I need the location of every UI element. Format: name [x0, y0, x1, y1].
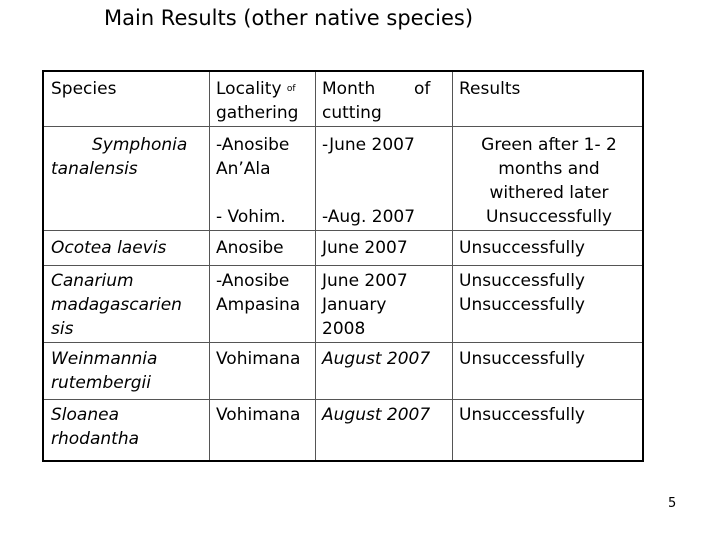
table-row-1-month: -June 2007	[322, 135, 415, 155]
table-row-1-locality-line2: An’Ala	[216, 159, 271, 179]
table-row-2-result: Unsuccessfully	[459, 238, 585, 258]
table-row-2-month: June 2007	[322, 238, 408, 258]
table-row-1-species: Symphonia	[92, 135, 188, 155]
table-row-1-result-line2: months and	[498, 159, 600, 179]
header-results: Results	[459, 79, 521, 99]
table-row-1-result-line4: Unsuccessfully	[486, 207, 612, 227]
table-row-4-species: Weinmannia	[51, 349, 158, 369]
table-row-2-species: Ocotea laevis	[51, 238, 167, 258]
row-divider	[44, 126, 642, 127]
column-divider	[209, 72, 210, 460]
table-row-3-locality-line2: Ampasina	[216, 295, 301, 315]
table-row-4-locality: Vohimana	[216, 349, 301, 369]
table-row-3-result: Unsuccessfully	[459, 271, 585, 291]
table-row-3-species: Canarium	[51, 271, 134, 291]
table-row-4-month: August 2007	[322, 349, 431, 369]
slide-title: Main Results (other native species)	[104, 6, 474, 30]
header-locality: Locality of	[216, 79, 296, 99]
row-divider	[44, 265, 642, 266]
row-divider	[44, 342, 642, 343]
column-divider	[452, 72, 453, 460]
header-month-of: of	[414, 79, 431, 99]
header-month: Month	[322, 79, 376, 99]
table-row-1-month-line2: -Aug. 2007	[322, 207, 416, 227]
table-row-5-species-line2: rhodantha	[51, 429, 140, 449]
results-table: Species Locality of gathering Month of c…	[42, 70, 644, 462]
table-row-3-month-line3: 2008	[322, 319, 366, 339]
table-row-3-result-line2: Unsuccessfully	[459, 295, 585, 315]
table-row-1-locality-line3: - Vohim.	[216, 207, 286, 227]
table-row-3-month-line2: January	[322, 295, 387, 315]
column-divider	[315, 72, 316, 460]
table-row-1-result-line3: withered later	[489, 183, 609, 203]
table-row-4-result: Unsuccessfully	[459, 349, 585, 369]
row-divider	[44, 230, 642, 231]
header-species: Species	[51, 79, 117, 99]
table-row-4-species-line2: rutembergii	[51, 373, 151, 393]
table-row-3-month: June 2007	[322, 271, 408, 291]
table-row-5-locality: Vohimana	[216, 405, 301, 425]
header-month-line2: cutting	[322, 103, 382, 123]
table-row-2-locality: Anosibe	[216, 238, 284, 258]
row-divider	[44, 399, 642, 400]
table-row-1-locality: -Anosibe	[216, 135, 290, 155]
table-row-3-species-line2: madagascarien	[51, 295, 182, 315]
table-row-3-locality: -Anosibe	[216, 271, 290, 291]
table-row-5-result: Unsuccessfully	[459, 405, 585, 425]
table-row-5-species: Sloanea	[51, 405, 119, 425]
table-row-1-result: Green after 1- 2	[481, 135, 617, 155]
table-row-5-month: August 2007	[322, 405, 431, 425]
header-locality-line2: gathering	[216, 103, 299, 123]
page-number: 5	[668, 496, 677, 511]
table-row-1-species-line2: tanalensis	[51, 159, 138, 179]
table-row-3-species-line3: sis	[51, 319, 74, 339]
